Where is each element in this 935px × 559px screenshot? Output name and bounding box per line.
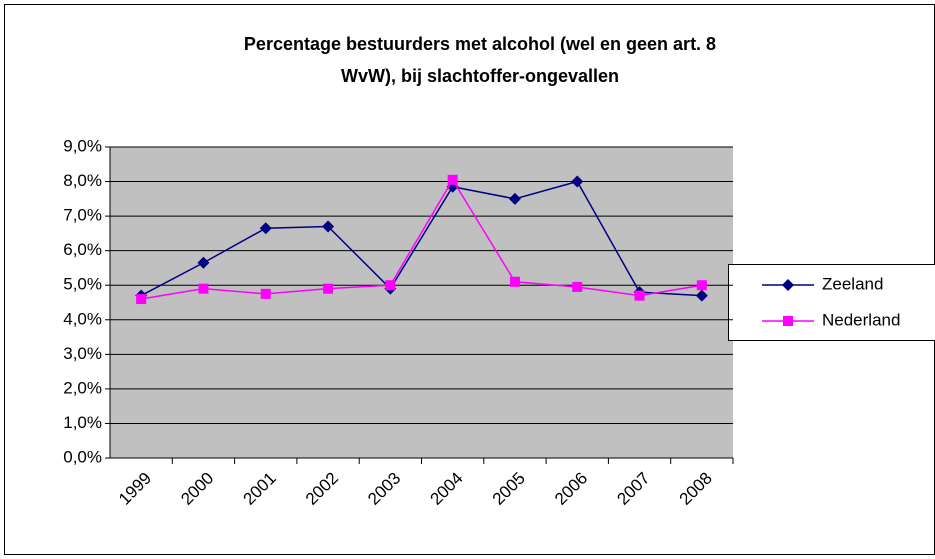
- legend: [728, 264, 935, 341]
- legend-marker: [782, 279, 794, 291]
- data-point: [571, 175, 584, 188]
- legend-marker: [783, 316, 793, 326]
- data-point: [197, 256, 210, 269]
- series-line: [141, 178, 702, 300]
- data-point: [572, 281, 583, 292]
- data-point: [447, 174, 458, 185]
- y-tick-label: 6,0%: [63, 240, 102, 259]
- data-point: [385, 280, 396, 291]
- plot-area: [110, 147, 733, 458]
- y-tick-label: 8,0%: [63, 171, 102, 190]
- data-point: [634, 290, 645, 301]
- legend-label: Nederland: [822, 310, 900, 329]
- legend-label: Zeeland: [822, 274, 883, 293]
- data-point: [260, 288, 271, 299]
- y-tick-label: 0,0%: [63, 447, 102, 466]
- data-point: [323, 283, 334, 294]
- data-point: [198, 283, 209, 294]
- data-point: [259, 222, 272, 235]
- y-tick-label: 4,0%: [63, 309, 102, 328]
- y-tick-label: 5,0%: [63, 275, 102, 294]
- data-point: [136, 294, 147, 305]
- data-point: [695, 289, 708, 302]
- y-tick-label: 9,0%: [63, 136, 102, 155]
- data-point: [509, 276, 520, 287]
- chart-title: WvW), bij slachtoffer-ongevallen: [341, 66, 619, 86]
- data-point: [508, 192, 521, 205]
- data-point: [322, 220, 335, 233]
- y-tick-label: 7,0%: [63, 206, 102, 225]
- data-point: [696, 280, 707, 291]
- series-line: [140, 180, 702, 297]
- y-tick-label: 3,0%: [63, 344, 102, 363]
- chart-title: Percentage bestuurders met alcohol (wel …: [244, 34, 716, 54]
- y-tick-label: 2,0%: [63, 378, 102, 397]
- y-tick-label: 1,0%: [63, 413, 102, 432]
